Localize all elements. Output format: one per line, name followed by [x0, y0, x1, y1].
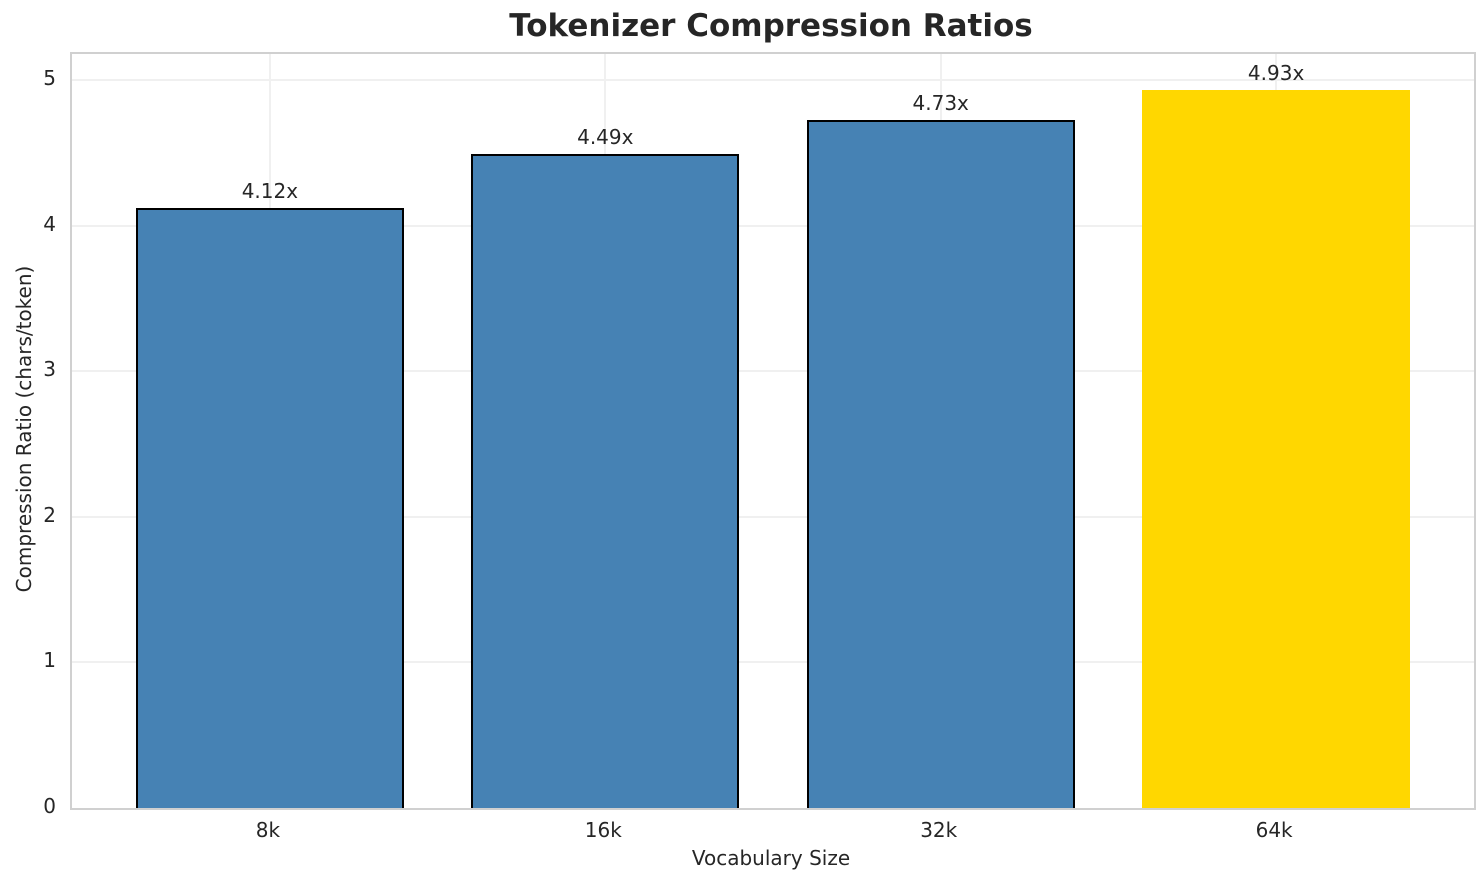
bar-64k — [1141, 90, 1411, 808]
bar-value-label: 4.49x — [577, 125, 634, 150]
y-tick-label: 0 — [43, 794, 56, 818]
bar-value-label: 4.12x — [241, 179, 299, 204]
gridline-h — [72, 515, 1474, 518]
plot-area: 4.12x 4.49x 4.73x 4.93x — [70, 52, 1476, 810]
x-tick-label: 8k — [255, 818, 281, 842]
y-axis-title: Compression Ratio (chars/token) — [12, 265, 36, 593]
x-axis-title: Vocabulary Size — [691, 846, 851, 870]
y-tick-label: 5 — [43, 66, 56, 91]
y-tick-label: 3 — [43, 357, 56, 382]
gridline-h — [72, 224, 1474, 227]
y-tick-label: 1 — [43, 648, 56, 673]
chart-title: Tokenizer Compression Ratios — [509, 8, 1033, 44]
gridline-h — [72, 370, 1474, 373]
bar-32k — [806, 119, 1075, 808]
x-tick-label: 16k — [584, 818, 622, 842]
y-tick-label: 4 — [43, 211, 56, 236]
bar-value-label: 4.93x — [1247, 61, 1305, 86]
bar-16k — [471, 154, 740, 808]
gridline-h — [72, 79, 1474, 82]
y-tick-label: 2 — [43, 502, 56, 527]
bar-value-label: 4.73x — [912, 90, 969, 115]
bar-8k — [135, 208, 405, 808]
gridline-h — [72, 661, 1474, 664]
x-tick-label: 64k — [1255, 818, 1293, 842]
x-tick-label: 32k — [920, 818, 958, 842]
